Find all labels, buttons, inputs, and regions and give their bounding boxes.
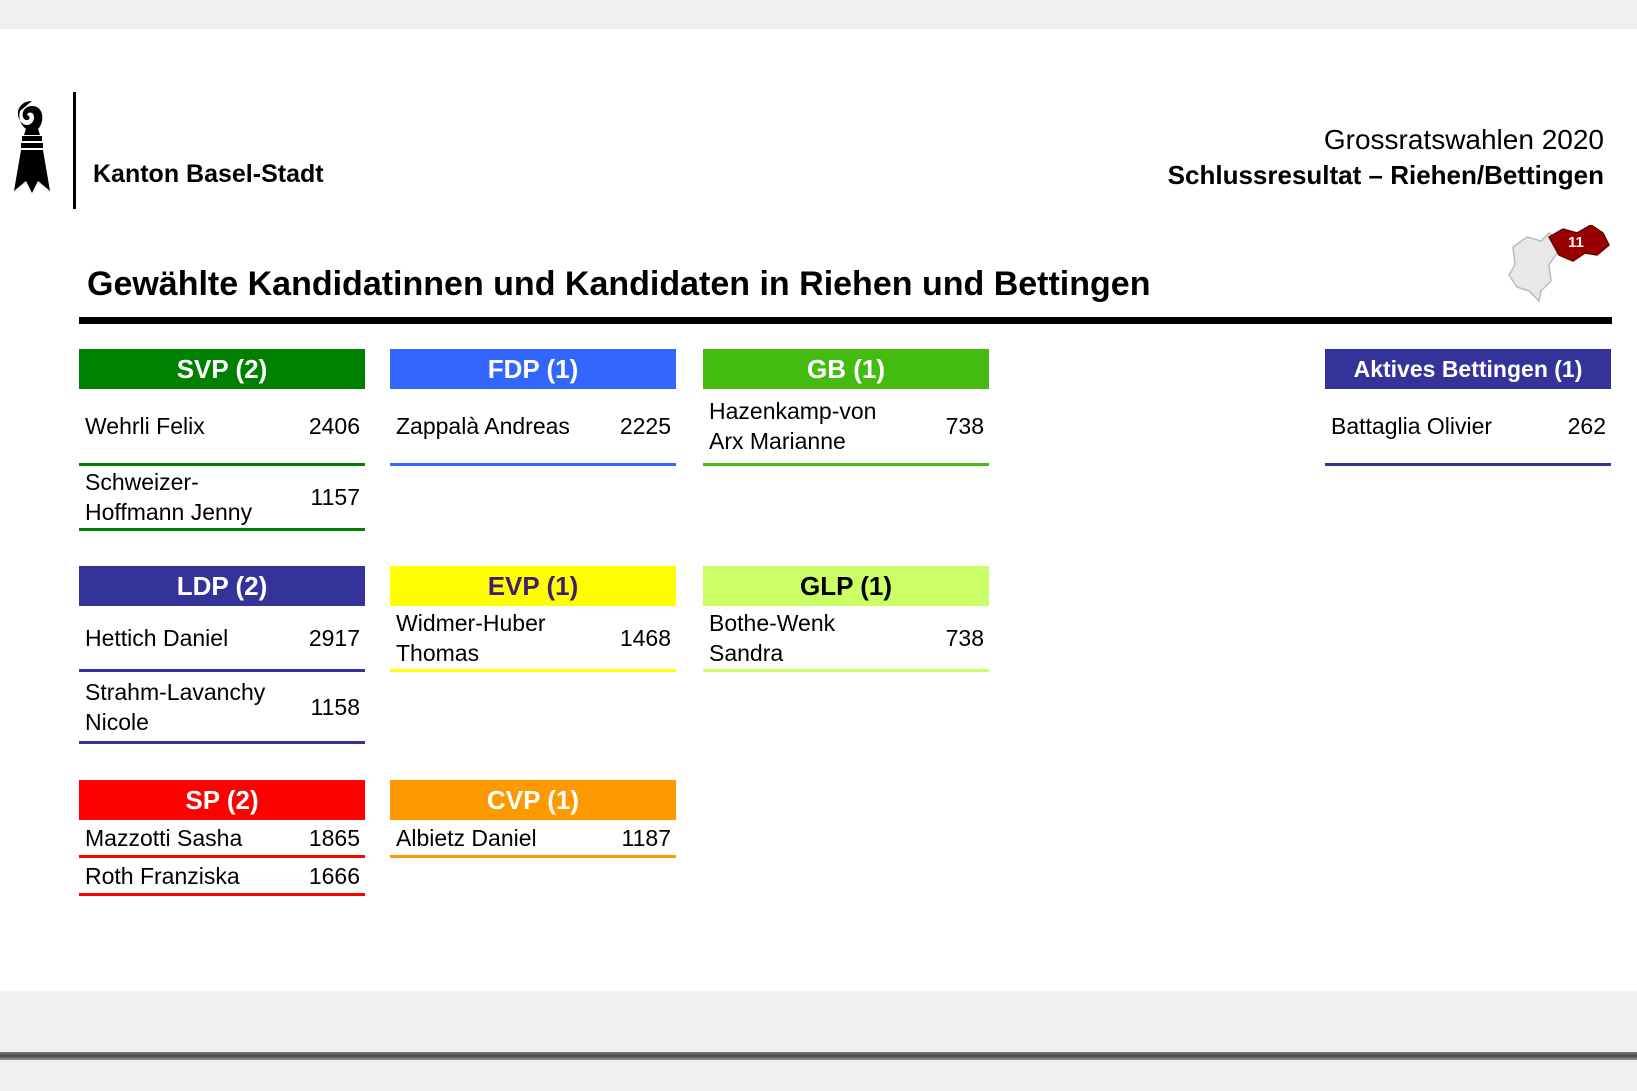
party-ldp: LDP (2) Hettich Daniel 2917 Strahm-Lavan…: [79, 566, 365, 744]
candidate-row: Albietz Daniel 1187: [390, 820, 676, 858]
party-glp: GLP (1) Bothe-Wenk Sandra 738: [703, 566, 989, 672]
candidate-name: Strahm-Lavanchy Nicole: [85, 678, 266, 735]
party-fdp: FDP (1) Zappalà Andreas 2225: [390, 349, 676, 466]
candidate-name: Mazzotti Sasha: [85, 824, 243, 851]
candidate-row: Strahm-Lavanchy Nicole 1158: [79, 672, 365, 744]
party-aktives-bettingen: Aktives Bettingen (1) Battaglia Olivier …: [1325, 349, 1611, 466]
candidate-name: Battaglia Olivier: [1331, 413, 1493, 439]
party-header-glp: GLP (1): [703, 566, 989, 606]
candidate-row: Hazenkamp-von Arx Marianne 738: [703, 389, 989, 466]
candidate-row: Bothe-Wenk Sandra 738: [703, 606, 989, 672]
viewer-bottom-bar: [0, 1052, 1637, 1060]
party-evp: EVP (1) Widmer-Huber Thomas 1468: [390, 566, 676, 672]
candidate-name: Roth Franziska: [85, 862, 240, 889]
candidate-name: Wehrli Felix: [85, 413, 205, 439]
candidate-name: Bothe-Wenk Sandra: [709, 609, 836, 666]
page-heading: Gewählte Kandidatinnen und Kandidaten in…: [87, 265, 1151, 303]
candidate-votes: 1865: [308, 824, 360, 851]
candidate-name: Hettich Daniel: [85, 624, 229, 651]
candidate-votes: 738: [945, 624, 984, 651]
district-map-icon: 11: [1508, 225, 1610, 303]
district-number: 11: [1568, 234, 1584, 251]
candidate-row: Roth Franziska 1666: [79, 858, 365, 896]
candidate-name: Albietz Daniel: [396, 824, 537, 851]
candidate-votes: 738: [945, 413, 984, 439]
organization-name: Kanton Basel-Stadt: [93, 160, 324, 188]
candidate-votes: 2225: [619, 413, 671, 439]
result-subtitle: Schlussresultat – Riehen/Bettingen: [1167, 160, 1604, 190]
candidate-votes: 1157: [310, 484, 360, 510]
candidate-row: Schweizer- Hoffmann Jenny 1157: [79, 466, 365, 531]
candidate-name: Hazenkamp-von Arx Marianne: [709, 398, 877, 454]
party-svp: SVP (2) Wehrli Felix 2406 Schweizer- Hof…: [79, 349, 365, 531]
candidate-votes: 262: [1567, 413, 1606, 439]
logo-divider: [73, 92, 76, 209]
candidate-row: Mazzotti Sasha 1865: [79, 820, 365, 858]
candidate-name: Schweizer- Hoffmann Jenny: [85, 469, 253, 525]
candidate-row: Zappalà Andreas 2225: [390, 389, 676, 466]
slide: [0, 29, 1637, 991]
basel-crozier-logo: [14, 101, 50, 193]
party-gb: GB (1) Hazenkamp-von Arx Marianne 738: [703, 349, 989, 466]
candidate-votes: 1158: [310, 693, 360, 720]
party-header-svp: SVP (2): [79, 349, 365, 389]
party-header-sp: SP (2): [79, 780, 365, 820]
candidate-votes: 2917: [308, 624, 360, 651]
party-header-ldp: LDP (2): [79, 566, 365, 606]
candidate-row: Hettich Daniel 2917: [79, 606, 365, 672]
candidate-votes: 1468: [619, 624, 671, 651]
candidate-votes: 2406: [308, 413, 360, 439]
party-sp: SP (2) Mazzotti Sasha 1865 Roth Franzisk…: [79, 780, 365, 896]
party-cvp: CVP (1) Albietz Daniel 1187: [390, 780, 676, 858]
party-header-gb: GB (1): [703, 349, 989, 389]
party-header-evp: EVP (1): [390, 566, 676, 606]
party-header-fdp: FDP (1): [390, 349, 676, 389]
candidate-row: Wehrli Felix 2406: [79, 389, 365, 466]
election-title: Grossratswahlen 2020: [1323, 124, 1604, 155]
candidate-row: Battaglia Olivier 262: [1325, 389, 1611, 466]
heading-divider: [79, 317, 1612, 324]
party-header-aktives-bettingen: Aktives Bettingen (1): [1325, 349, 1611, 389]
party-header-cvp: CVP (1): [390, 780, 676, 820]
candidate-votes: 1666: [308, 862, 360, 889]
candidate-name: Zappalà Andreas: [396, 413, 570, 439]
candidate-votes: 1187: [621, 824, 671, 851]
candidate-name: Widmer-Huber Thomas: [396, 609, 546, 666]
candidate-row: Widmer-Huber Thomas 1468: [390, 606, 676, 672]
